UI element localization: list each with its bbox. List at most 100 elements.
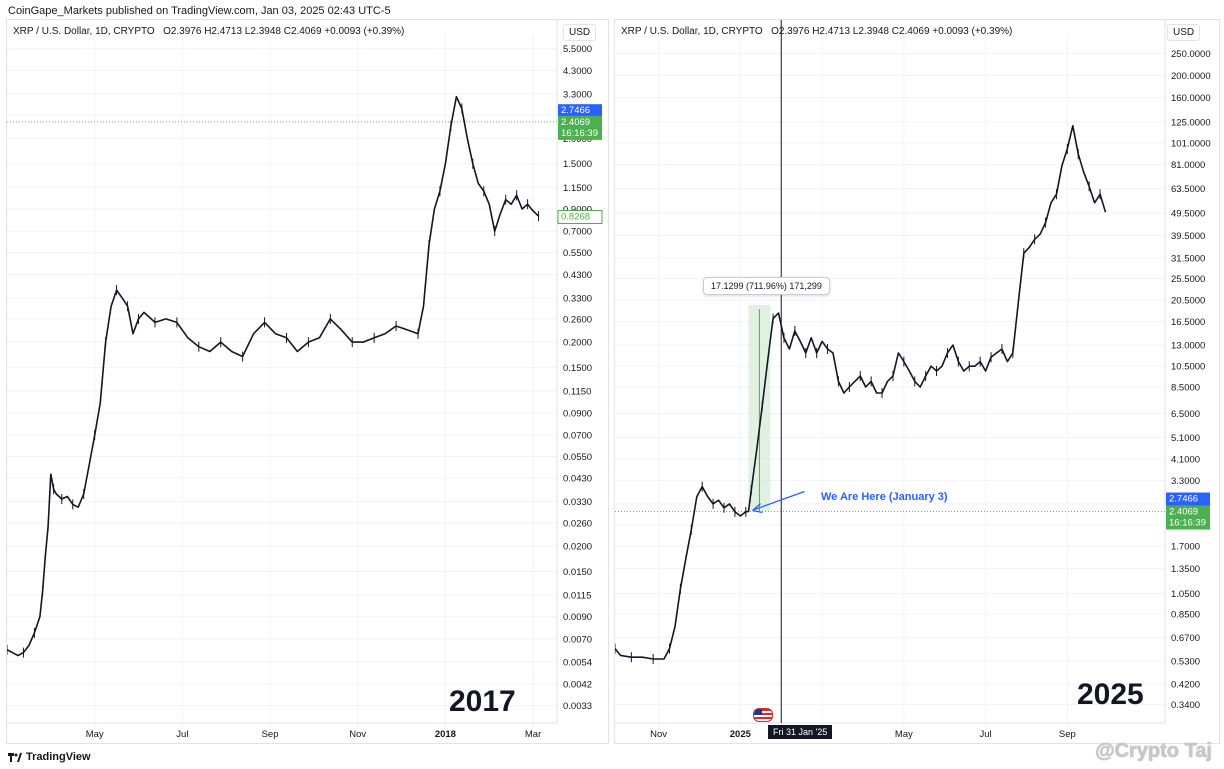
y-tick-label: 3.3000 xyxy=(563,89,592,100)
y-tick-label: 16.5000 xyxy=(1171,317,1205,328)
y-tick-label: 3.3000 xyxy=(1171,476,1200,487)
chart-plot-2017[interactable]: 5.50004.30003.30002.60002.00001.50001.15… xyxy=(7,20,608,743)
y-tick-label: 10.5000 xyxy=(1171,362,1205,373)
y-tick-label: 0.0033 xyxy=(563,701,592,712)
y-tick-label: 13.0000 xyxy=(1171,341,1205,352)
chart-pane-2025[interactable]: 250.0000 200.0000 160.0000 125.0000 101.0000… xyxy=(614,19,1220,744)
y-tick-label: 200.0000 xyxy=(1171,71,1211,82)
y-tick-label: 1.7000 xyxy=(1171,541,1200,552)
chart-plot-2025[interactable]: 250.0000 200.0000 160.0000 125.0000 101.0000… xyxy=(615,20,1219,743)
price-series-line xyxy=(615,125,1107,660)
x-tick-label: Nov xyxy=(650,729,667,740)
y-tick-label: 63.5000 xyxy=(1171,184,1205,195)
y-tick-label: 8.5000 xyxy=(1171,383,1200,394)
y-tick-label: 0.0090 xyxy=(563,612,592,623)
y-tick-label: 0.5300 xyxy=(1171,656,1200,667)
y-tick-label: 5.1000 xyxy=(1171,433,1200,444)
symbol-label: XRP / U.S. Dollar, 1D, CRYPTO xyxy=(621,26,763,37)
price-tag-box xyxy=(1166,505,1210,530)
symbol-label: XRP / U.S. Dollar, 1D, CRYPTO xyxy=(13,26,155,37)
y-tick-label: 49.5000 xyxy=(1171,209,1205,220)
y-tick-label: 0.1150 xyxy=(563,387,591,398)
price-tag-box xyxy=(1166,492,1210,506)
x-tick-label: Jul xyxy=(980,729,992,740)
y-tick-label: 1.1500 xyxy=(563,183,592,194)
price-tag-label: 0.8268 xyxy=(561,211,590,222)
y-tick-label: 1.0500 xyxy=(1171,589,1200,600)
y-tick-label: 0.2600 xyxy=(563,314,592,325)
price-tag-box xyxy=(558,104,602,118)
y-tick-label: 0.3300 xyxy=(563,293,592,304)
we-are-here-annotation: We Are Here (January 3) xyxy=(821,491,948,503)
price-tag-label: 2.4069 xyxy=(561,117,590,128)
price-tag-label: 16:16:39 xyxy=(561,128,598,139)
y-tick-label: 0.6700 xyxy=(1171,633,1200,644)
y-tick-label: 101.0000 xyxy=(1171,138,1211,149)
y-tick-label: 0.4200 xyxy=(1171,679,1200,690)
ohlc-readout: O2.3976 H2.4713 L2.3948 C2.4069 +0.0093 … xyxy=(771,26,1013,37)
price-tag-label: 16:16:39 xyxy=(1169,518,1206,529)
y-tick-label: 0.0200 xyxy=(563,542,592,553)
x-tick-label: 2018 xyxy=(435,729,456,740)
y-tick-label: 0.4300 xyxy=(563,270,592,281)
chart-legend-2017: XRP / U.S. Dollar, 1D, CRYPTO O2.3976 H2… xyxy=(13,26,404,37)
y-tick-label: 20.5000 xyxy=(1171,296,1205,307)
year-label-2025: 2025 xyxy=(1077,678,1144,711)
tradingview-logo-icon xyxy=(8,752,22,762)
x-tick-label: May xyxy=(895,729,913,740)
x-tick-label: Mar xyxy=(525,729,541,740)
y-tick-label: 4.3000 xyxy=(563,66,592,77)
y-tick-label: 0.0430 xyxy=(563,474,592,485)
x-tick-label: May xyxy=(86,729,104,740)
y-tick-label: 0.7000 xyxy=(563,227,592,238)
ohlc-readout: O2.3976 H2.4713 L2.3948 C2.4069 +0.0093 … xyxy=(163,26,405,37)
measure-tooltip: 17.1299 (711.96%) 171,299 xyxy=(703,277,830,295)
price-tag-label: 2.7466 xyxy=(1169,494,1198,505)
y-tick-label: 125.0000 xyxy=(1171,117,1211,128)
y-tick-label: 6.5000 xyxy=(1171,409,1200,420)
y-tick-label: 0.0550 xyxy=(563,452,592,463)
chart-pane-2017[interactable]: 5.50004.30003.30002.60002.00001.50001.15… xyxy=(6,19,609,744)
y-tick-label: 4.1000 xyxy=(1171,454,1200,465)
annotation-arrow xyxy=(754,490,805,511)
price-tag-box xyxy=(558,115,602,140)
y-tick-label: 0.0150 xyxy=(563,567,592,578)
tradingview-label: TradingView xyxy=(26,751,91,763)
us-flag-icon xyxy=(753,708,773,722)
price-tag-box xyxy=(557,209,603,224)
x-tick-label: 2025 xyxy=(730,729,752,740)
y-tick-label: 0.9000 xyxy=(563,204,592,215)
chart-legend-2025: XRP / U.S. Dollar, 1D, CRYPTO O2.3976 H2… xyxy=(621,26,1012,37)
y-tick-label: 0.0070 xyxy=(563,634,592,645)
y-tick-label: 0.0042 xyxy=(563,680,592,691)
x-tick-label: Nov xyxy=(349,729,366,740)
y-tick-label: 0.0900 xyxy=(563,408,592,419)
price-tag-label: 2.4069 xyxy=(1169,507,1198,518)
y-tick-label: 0.3400 xyxy=(1171,700,1200,711)
y-tick-label: 0.0115 xyxy=(563,591,591,602)
x-tick-label: Sep xyxy=(262,729,279,740)
y-tick-label: 0.1500 xyxy=(563,363,592,374)
price-series-line xyxy=(7,95,540,657)
y-tick-label: 81.0000 xyxy=(1171,160,1205,171)
tradingview-brand[interactable]: TradingView xyxy=(8,751,91,763)
y-tick-label: 0.8500 xyxy=(1171,610,1200,621)
y-tick-label: 0.0330 xyxy=(563,497,592,508)
y-tick-label: 0.5500 xyxy=(563,248,592,259)
y-tick-label: 0.2000 xyxy=(563,338,592,349)
y-tick-label: 250.0000 xyxy=(1171,49,1211,60)
y-tick-label: 1.3500 xyxy=(1171,564,1200,575)
y-tick-label: 39.5000 xyxy=(1171,231,1205,242)
y-tick-label: 31.5000 xyxy=(1171,253,1205,264)
currency-button[interactable]: USD xyxy=(563,24,597,41)
price-tag-label: 2.7466 xyxy=(561,105,590,116)
watermark: @Crypto Taj xyxy=(1095,740,1212,762)
published-caption: CoinGape_Markets published on TradingVie… xyxy=(8,5,391,17)
x-tick-label: Sep xyxy=(1059,729,1076,740)
x-tick-label: Jul xyxy=(176,729,188,740)
currency-button[interactable]: USD xyxy=(1167,24,1201,41)
y-tick-label: 5.5000 xyxy=(563,44,592,55)
y-tick-label: 25.5000 xyxy=(1171,274,1205,285)
y-tick-label: 0.0700 xyxy=(563,431,592,442)
annotation-arrowhead xyxy=(752,503,763,514)
